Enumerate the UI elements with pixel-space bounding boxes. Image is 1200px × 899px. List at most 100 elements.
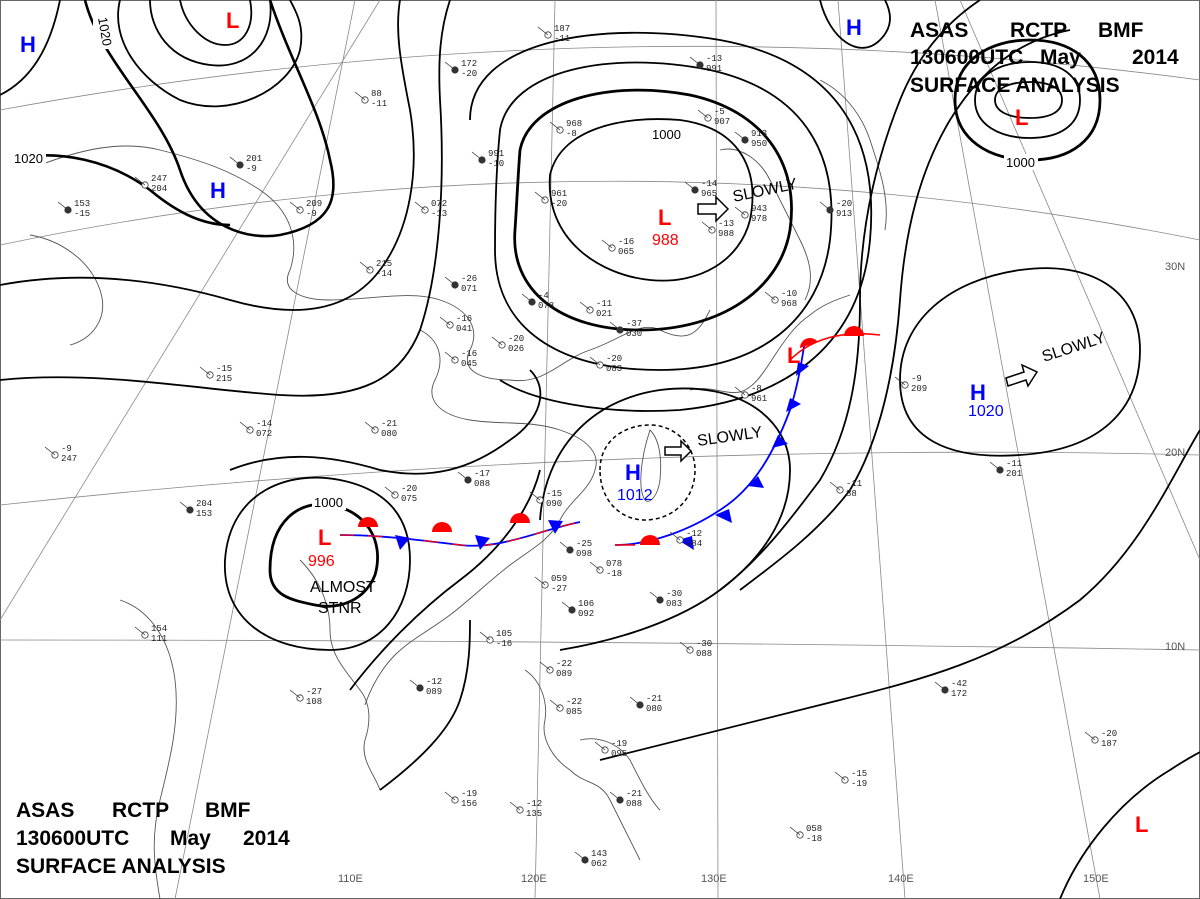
station-value: -9 [911, 374, 922, 384]
station-value: 085 [566, 707, 582, 717]
wind-barb [701, 221, 713, 231]
coast-india [119, 599, 177, 899]
station-value: 088 [474, 479, 490, 489]
station-value: -15 [74, 209, 90, 219]
coast-korea [719, 148, 811, 301]
station-value: 201 [1006, 469, 1022, 479]
wind-barb [989, 461, 1001, 471]
station-value: -9 [61, 444, 72, 454]
label-bg [312, 494, 346, 510]
station-value: 172 [951, 689, 967, 699]
meridian-130e [715, 0, 719, 899]
station-value: 080 [381, 429, 397, 439]
station-value: 153 [74, 199, 90, 209]
low-marker-988: L [658, 205, 671, 230]
motion-label-996-line1: ALMOST [310, 579, 376, 596]
wind-barb [537, 26, 549, 36]
wind-barb [57, 201, 69, 211]
station-value: 080 [646, 704, 662, 714]
wind-barb [444, 351, 456, 361]
station-value: -19 [851, 779, 867, 789]
header-bottom-time: 130600UTC [16, 827, 129, 850]
coast-philippines [524, 669, 661, 861]
header-bottom-left: ASAS RCTP BMF 130600UTC May 2014 SURFACE… [16, 799, 290, 878]
wind-barb [179, 501, 191, 511]
station-value: 059 [551, 574, 567, 584]
cold-front-symbol [772, 435, 788, 448]
station-value: 021 [596, 309, 612, 319]
station-plot: 105-16 [479, 629, 512, 649]
isobar-1008-center [469, 31, 873, 412]
header-top-agency: ASAS [910, 19, 968, 42]
station-value: 135 [526, 809, 542, 819]
wind-barb [409, 679, 421, 689]
station-value: -4 [538, 291, 549, 301]
station-value: 089 [426, 687, 442, 697]
header-top-month: May [1040, 46, 1081, 69]
isobar-1000-ne [953, 38, 1102, 162]
high-value-1012: 1012 [617, 487, 653, 504]
station-value: -11 [554, 34, 570, 44]
station-value: -8 [566, 129, 577, 139]
parallel-40n [0, 45, 1200, 111]
coastlines [29, 79, 887, 899]
motion-arrow-988 [697, 195, 730, 223]
high-value-1020: 1020 [968, 403, 1004, 420]
station-value: -16 [496, 639, 512, 649]
low-marker-southeast: L [1135, 812, 1148, 837]
wind-barb [199, 366, 211, 376]
station-value: -12 [426, 677, 442, 687]
low-marker-north: L [226, 8, 239, 33]
lon-label-130e: 130E [701, 873, 727, 885]
station-value: 084 [686, 539, 702, 549]
station-value: 098 [576, 549, 592, 559]
station-value: 078 [538, 301, 554, 311]
warm-front-japan [789, 332, 881, 361]
wind-barb [134, 626, 146, 636]
wind-barb [44, 446, 56, 456]
isobar-1004-center [494, 61, 833, 371]
high-marker-1020: H [970, 380, 986, 405]
parallel-30n [0, 180, 1200, 246]
low-marker-japan: L [787, 343, 800, 368]
lon-label-120e: 120E [521, 873, 547, 885]
isobar-south-china-2 [349, 469, 541, 691]
wind-barb [134, 176, 146, 186]
cold-front-symbol [548, 520, 563, 534]
wind-barb [471, 151, 483, 161]
isobar-south-china-3 [379, 619, 471, 791]
station-value: -5 [714, 107, 725, 117]
station-value: 088 [626, 799, 642, 809]
meridian-160e [959, 0, 1200, 561]
header-top-code: BMF [1098, 19, 1144, 42]
lat-label-10n: 10N [1165, 641, 1185, 653]
isobar-label-1020-west: 1020 [14, 151, 43, 166]
station-plots: 172-20187-1188-11201-9209-9247204153-152… [44, 24, 1117, 869]
lat-label-30n: 30N [1165, 261, 1185, 273]
warm-front-symbol [844, 326, 864, 336]
wind-barb [529, 491, 541, 501]
pressure-systems: L H H H L L 988 L 996 H 1012 H 1020 L L [20, 8, 1148, 837]
cold-front-symbol [475, 535, 490, 550]
wind-barb [609, 791, 621, 801]
station-value: 108 [306, 697, 322, 707]
header-top-time: 130600UTC [910, 46, 1023, 69]
station-value: -15 [216, 364, 232, 374]
cold-front-symbol [395, 535, 410, 550]
header-bottom-station: RCTP [112, 799, 169, 822]
station-plot: 059-27 [534, 574, 567, 594]
header-top-year: 2014 [1132, 46, 1179, 69]
high-marker-northeast: H [846, 15, 862, 40]
isobar-988-inner [548, 118, 754, 282]
station-value: -11 [846, 479, 862, 489]
